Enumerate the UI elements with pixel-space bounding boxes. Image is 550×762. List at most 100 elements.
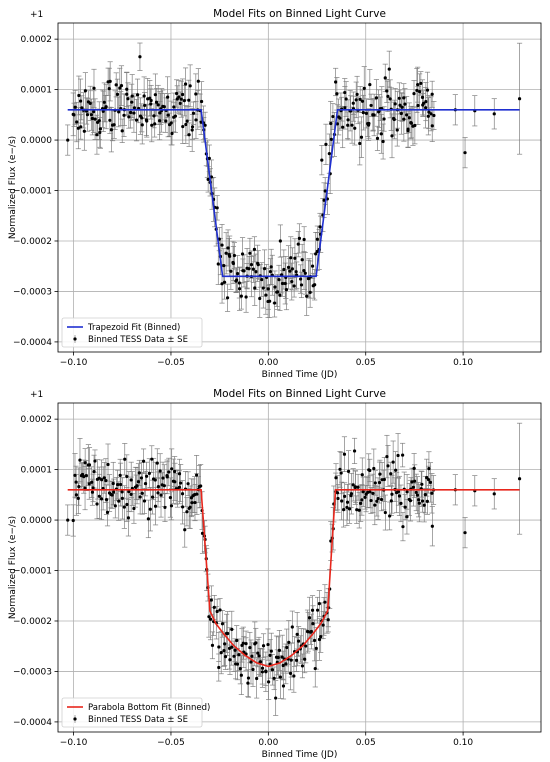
data-point [266,287,270,291]
data-point [166,113,170,117]
x-tick-label: 0.00 [258,358,278,368]
y-tick-label: 0.0001 [21,86,53,96]
data-point [415,493,420,497]
data-point [177,472,182,476]
data-point [222,263,226,268]
data-point [425,499,429,504]
plot-frame [57,402,542,733]
data-point [130,100,134,104]
data-point [388,97,392,101]
data-point [269,265,273,269]
x-tick-label: 0.10 [453,358,473,368]
data-point [112,490,116,494]
data-point [239,673,243,677]
data-point [110,493,114,497]
x-axis-label: Binned Time (JD) [262,750,338,760]
data-point [132,106,137,110]
data-point [351,483,355,487]
data-point [229,269,233,273]
data-point [329,121,333,126]
data-point [77,484,81,489]
data-point [280,655,284,659]
data-point [284,662,288,666]
data-point [426,114,430,118]
data-point [261,286,265,290]
data-point [253,286,257,290]
data-point [286,265,291,269]
legend-box [61,317,203,348]
data-point [313,666,317,671]
data-point [145,474,149,478]
data-point [357,508,361,512]
data-point [369,103,373,108]
data-point [233,648,237,652]
data-point [90,480,94,484]
data-point [334,476,338,480]
data-point [78,458,82,462]
data-point [170,467,174,471]
data-point [343,90,347,95]
data-point [237,653,241,657]
data-point [108,118,112,122]
data-point [193,500,197,505]
data-point [134,118,139,122]
data-point [117,499,121,503]
data-point [419,81,423,85]
data-point [75,120,79,124]
x-tick-label: −0.05 [157,738,185,748]
y-tick-label: 0.0001 [21,466,53,476]
data-point [138,495,142,499]
data-point [139,476,144,480]
data-point [418,89,422,94]
y-tick-label: −0.0004 [13,718,52,728]
data-point [149,98,153,103]
data-point [429,112,433,116]
data-point [269,649,273,653]
data-point [246,681,250,685]
x-tick-label: 0.05 [356,358,376,368]
data-point [123,457,127,461]
data-point [492,492,496,496]
data-point [125,87,129,91]
data-point [284,288,289,292]
data-point [316,608,320,612]
data-point [129,492,133,496]
data-point [300,664,305,668]
data-point [89,113,94,117]
data-point [307,616,312,620]
data-point [395,128,399,132]
data-point [350,123,354,127]
data-point [415,88,419,93]
data-point [173,480,177,484]
data-point [371,491,375,495]
data-point [74,480,78,484]
data-point [249,262,254,267]
data-point [412,92,416,96]
data-point [220,622,225,626]
data-point [150,495,155,499]
data-point [175,91,179,96]
data-point [369,498,373,503]
data-point [180,492,185,496]
data-point [288,269,292,273]
data-point [403,505,407,509]
data-point [427,110,431,114]
data-point [129,478,133,482]
data-point [122,113,126,117]
data-point [120,496,124,501]
data-point [290,267,294,271]
data-point [177,95,181,99]
data-point [413,123,417,128]
data-point [420,95,425,99]
data-point [150,457,154,461]
data-point [207,615,211,619]
data-point [310,264,315,268]
data-point [190,128,194,132]
data-point [304,644,308,648]
data-point [417,501,421,505]
x-axis-label: Binned Time (JD) [262,370,338,380]
data-point [169,504,174,508]
data-point [107,86,111,91]
y-tick-label: 0.0000 [21,516,53,526]
